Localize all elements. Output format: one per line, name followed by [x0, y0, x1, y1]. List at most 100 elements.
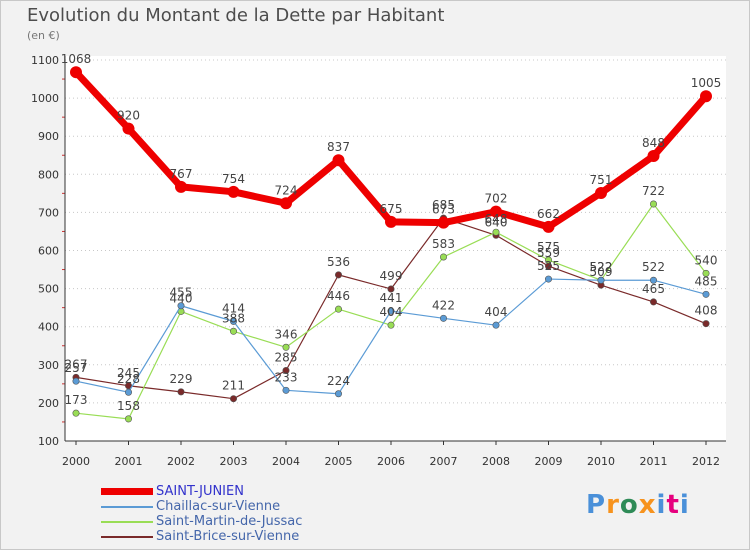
- x-tick-label: 2006: [377, 455, 405, 468]
- data-point: [334, 305, 342, 313]
- data-point: [437, 216, 450, 229]
- data-point: [702, 269, 710, 277]
- x-tick-label: 2007: [430, 455, 458, 468]
- legend-item: SAINT-JUNIEN: [101, 484, 302, 499]
- data-label: 525: [537, 259, 560, 273]
- data-point: [72, 377, 80, 385]
- data-point: [542, 220, 555, 233]
- logo-letter: o: [619, 490, 639, 520]
- data-label: 173: [65, 393, 88, 407]
- data-label: 485: [695, 274, 718, 288]
- plot-area: [65, 56, 726, 441]
- legend-item: Chaillac-sur-Vienne: [101, 499, 302, 514]
- data-label: 228: [117, 372, 140, 386]
- data-label: 837: [327, 140, 350, 154]
- y-tick-label: 100: [38, 435, 59, 448]
- data-label: 767: [170, 167, 193, 181]
- data-label: 388: [222, 311, 245, 325]
- data-point: [125, 388, 133, 396]
- data-point: [72, 409, 80, 417]
- y-tick-label: 1000: [31, 92, 59, 105]
- data-point: [595, 186, 607, 199]
- data-point: [544, 275, 552, 283]
- x-tick-label: 2005: [325, 455, 353, 468]
- data-label: 583: [432, 237, 455, 251]
- data-point: [334, 390, 342, 398]
- data-point: [492, 228, 500, 236]
- logo-letter: i: [656, 490, 667, 520]
- legend-label: Saint-Brice-sur-Vienne: [156, 529, 300, 544]
- data-point: [490, 205, 502, 218]
- x-tick-label: 2011: [640, 455, 668, 468]
- data-label: 229: [170, 372, 193, 386]
- x-tick-label: 2004: [272, 455, 300, 468]
- logo-letter: t: [666, 490, 680, 520]
- data-point: [649, 200, 657, 208]
- y-tick-label: 800: [38, 168, 59, 181]
- legend-swatch-chaillac: [101, 505, 153, 508]
- y-tick-label: 500: [38, 283, 59, 296]
- y-tick-label: 300: [38, 359, 59, 372]
- legend-label: SAINT-JUNIEN: [156, 484, 244, 499]
- data-point: [649, 276, 657, 284]
- data-point: [647, 150, 660, 163]
- data-point: [387, 285, 395, 293]
- data-label: 224: [327, 374, 350, 388]
- data-point: [492, 321, 500, 329]
- data-point: [597, 276, 605, 284]
- data-label: 285: [275, 351, 298, 365]
- legend-item: Saint-Martin-de-Jussac: [101, 514, 302, 529]
- data-point: [230, 317, 238, 325]
- data-label: 848: [642, 136, 665, 150]
- data-point: [439, 253, 447, 261]
- data-point: [387, 307, 395, 315]
- legend-item: Saint-Brice-sur-Vienne: [101, 529, 302, 544]
- x-tick-label: 2001: [115, 455, 143, 468]
- data-label: 233: [275, 370, 298, 384]
- data-point: [702, 290, 710, 298]
- data-label: 675: [380, 202, 403, 216]
- logo-letter: P: [586, 490, 607, 520]
- data-label: 536: [327, 255, 350, 269]
- data-label: 455: [170, 286, 193, 300]
- legend-label: Saint-Martin-de-Jussac: [156, 514, 303, 529]
- x-tick-label: 2008: [482, 455, 510, 468]
- data-point: [387, 321, 395, 329]
- y-tick-label: 200: [38, 397, 59, 410]
- data-label: 446: [327, 289, 350, 303]
- data-label: 245: [117, 366, 140, 380]
- data-point: [122, 122, 135, 135]
- data-point: [282, 386, 290, 394]
- data-point: [439, 314, 447, 322]
- data-label: 408: [695, 304, 718, 318]
- data-label: 1068: [61, 52, 92, 66]
- data-point: [280, 197, 292, 210]
- y-tick-label: 900: [38, 130, 59, 143]
- data-point: [332, 154, 345, 167]
- chart-subtitle: (en €): [27, 29, 60, 42]
- data-point: [702, 320, 710, 328]
- data-label: 754: [222, 172, 245, 186]
- data-label: 509: [590, 265, 613, 279]
- data-point: [230, 395, 238, 403]
- x-tick-label: 2009: [535, 455, 563, 468]
- data-label: 640: [485, 215, 508, 229]
- x-tick-label: 2010: [587, 455, 615, 468]
- proxiti-logo: Proxiti: [586, 490, 690, 520]
- data-point: [177, 302, 185, 310]
- y-tick-label: 600: [38, 245, 59, 258]
- data-label: 540: [695, 253, 718, 267]
- data-label: 414: [222, 301, 245, 315]
- data-label: 685: [432, 198, 455, 212]
- data-point: [385, 215, 397, 228]
- x-tick-label: 2002: [167, 455, 195, 468]
- data-label: 702: [485, 192, 508, 206]
- x-tick-label: 2012: [692, 455, 720, 468]
- data-label: 404: [380, 305, 403, 319]
- data-label: 440: [170, 291, 193, 305]
- data-label: 267: [65, 357, 88, 371]
- data-point: [649, 298, 657, 306]
- data-label: 559: [537, 246, 560, 260]
